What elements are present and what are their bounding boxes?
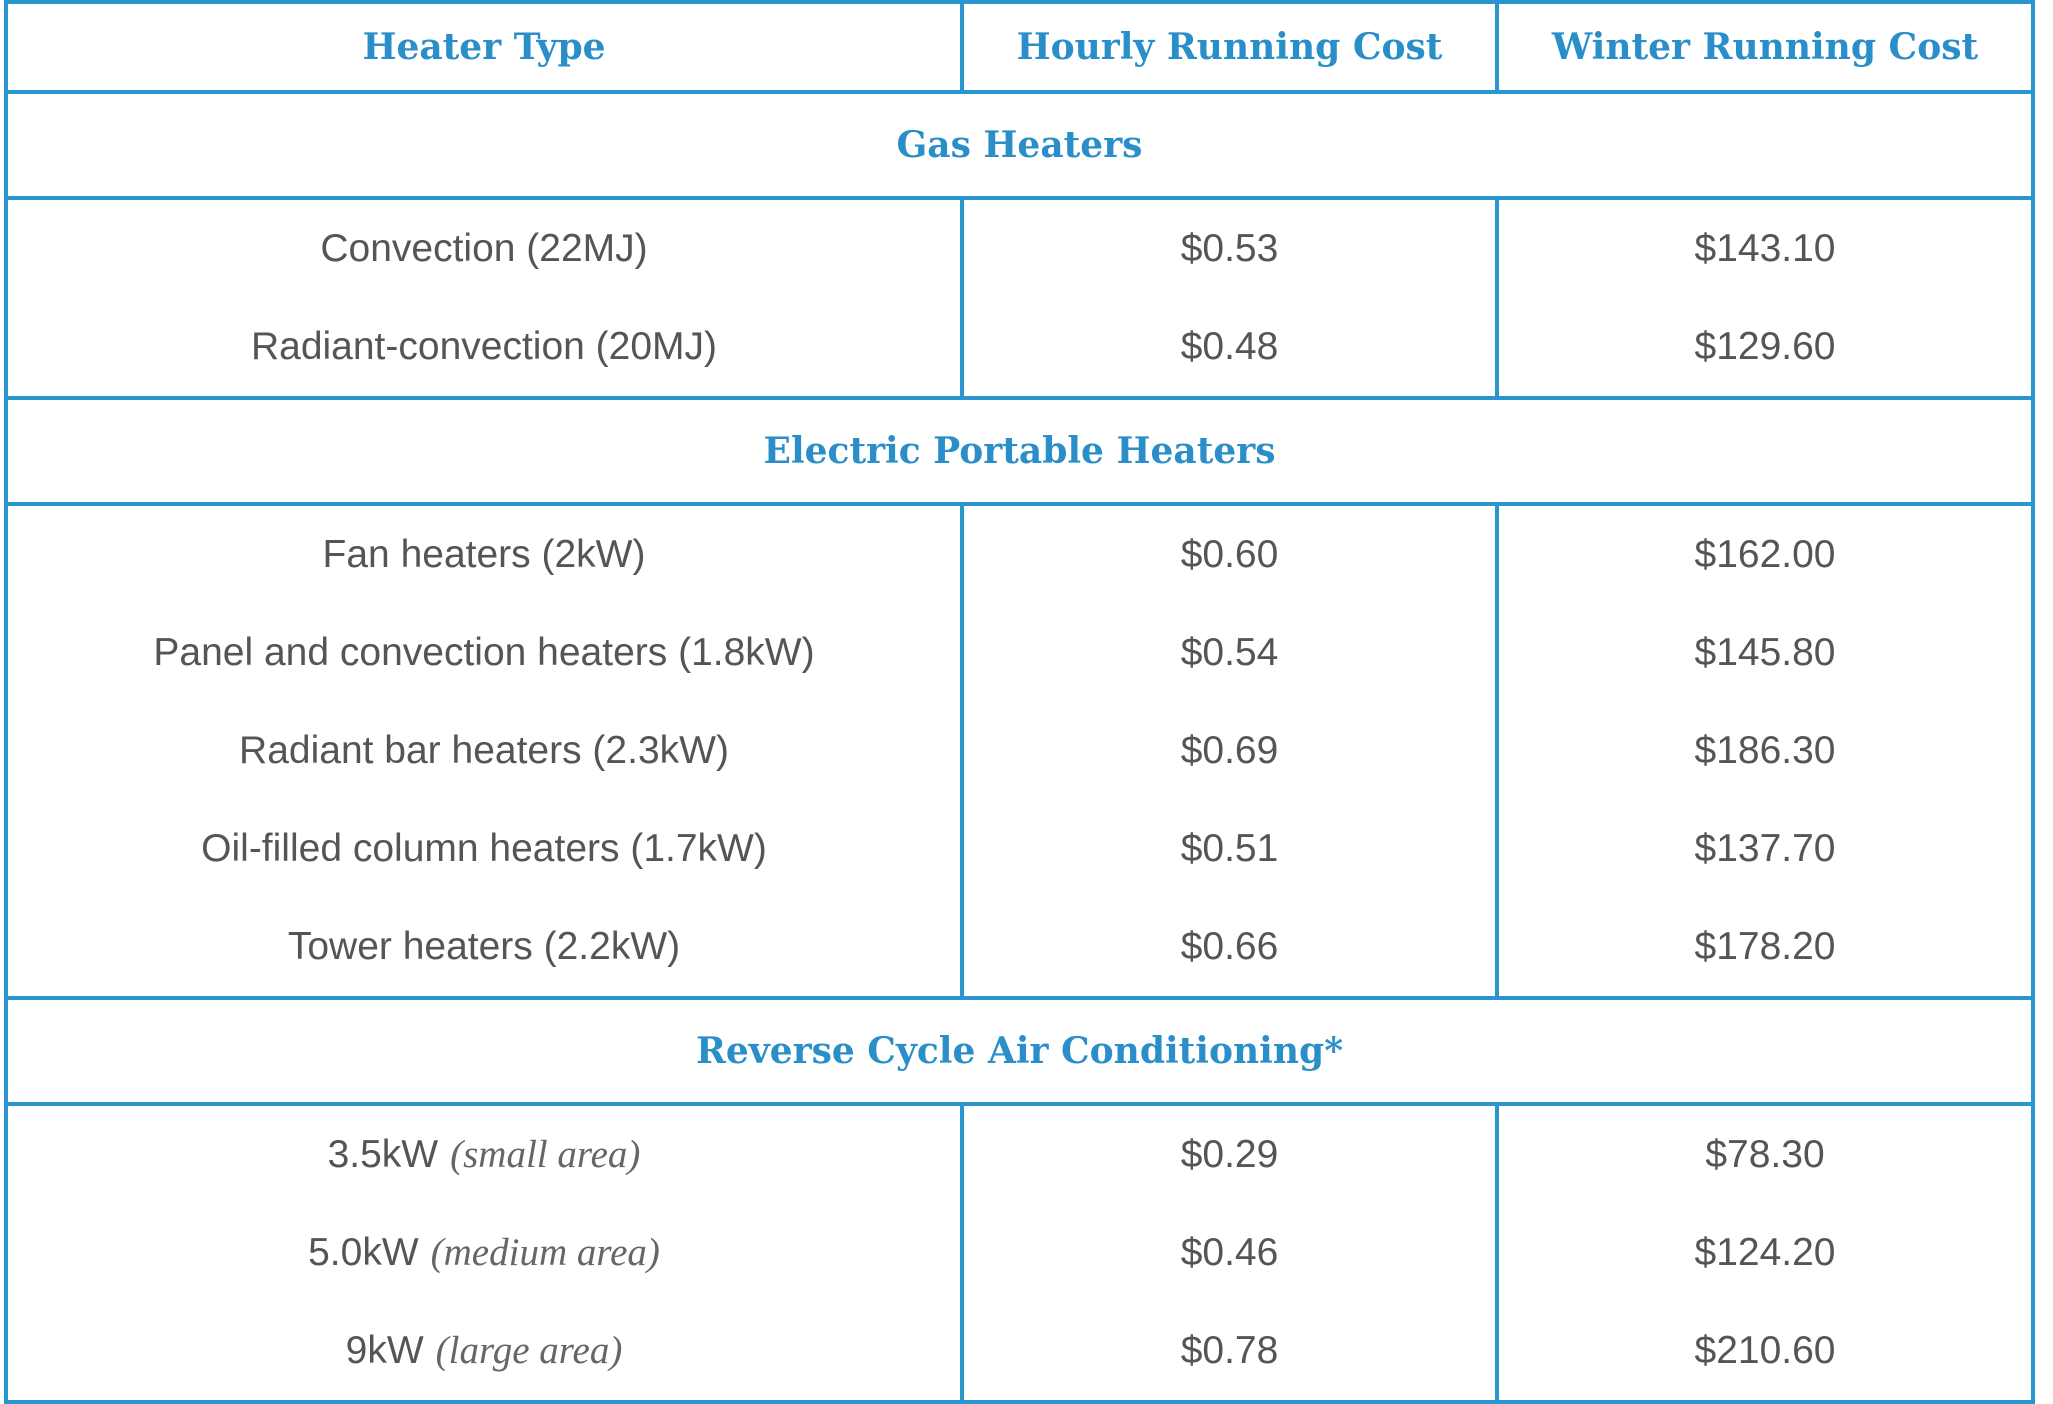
heater-type-line: 9kW (large area) (8, 1302, 960, 1400)
heater-type-cell: 3.5kW (small area) 5.0kW (medium area) 9kW… (4, 1102, 964, 1404)
section-body-reverse-cycle-air-conditioning: 3.5kW (small area) 5.0kW (medium area) 9kW… (4, 1102, 2035, 1404)
header-hourly-running-cost: Hourly Running Cost (960, 0, 1499, 94)
section-body-gas-heaters: Convection (22MJ) Radiant-convection (20… (4, 196, 2035, 400)
heater-type: Tower heaters (2.2kW) (287, 925, 681, 968)
heater-type: Panel and convection heaters (1.8kW) (153, 631, 815, 674)
heater-type: Oil-filled column heaters (1.7kW) (201, 827, 767, 870)
heater-type: 9kW (345, 1329, 424, 1372)
winter-cost: $137.70 (1694, 827, 1836, 870)
header-heater-type: Heater Type (4, 0, 964, 94)
area-note: (medium area) (430, 1231, 660, 1274)
heater-type-line: 3.5kW (small area) (8, 1106, 960, 1204)
winter-cost: $145.80 (1694, 631, 1836, 674)
section-body-electric-portable-heaters: Fan heaters (2kW) Panel and convection h… (4, 502, 2035, 1000)
winter-cost-cell: $143.10 $129.60 (1495, 196, 2035, 400)
section-row-reverse-cycle-air-conditioning: Reverse Cycle Air Conditioning* (4, 996, 2035, 1106)
hourly-cost: $0.51 (1180, 827, 1279, 870)
winter-cost: $178.20 (1694, 925, 1836, 968)
hourly-cost: $0.48 (1180, 325, 1279, 368)
winter-cost: $162.00 (1694, 533, 1836, 576)
heater-type: 3.5kW (327, 1133, 439, 1176)
section-row-gas-heaters: Gas Heaters (4, 90, 2035, 200)
hourly-cost: $0.66 (1180, 925, 1279, 968)
winter-cost: $78.30 (1705, 1133, 1825, 1176)
area-note: (large area) (435, 1329, 623, 1372)
area-note: (small area) (450, 1133, 641, 1176)
winter-cost-cell: $162.00 $145.80 $186.30 $137.70 $178.20 (1495, 502, 2035, 1000)
hourly-cost: $0.60 (1180, 533, 1279, 576)
heater-type: 5.0kW (308, 1231, 419, 1274)
hourly-cost: $0.78 (1180, 1329, 1279, 1372)
table-header-row: Heater Type Hourly Running Cost Winter R… (4, 0, 2035, 94)
winter-cost: $210.60 (1694, 1329, 1836, 1372)
heater-type: Convection (22MJ) (320, 227, 648, 270)
section-title: Electric Portable Heaters (4, 396, 2035, 506)
winter-cost: $143.10 (1694, 227, 1836, 270)
hourly-cost: $0.53 (1180, 227, 1279, 270)
hourly-cost: $0.46 (1180, 1231, 1279, 1274)
heater-type: Radiant-convection (20MJ) (250, 325, 718, 368)
section-row-electric-portable-heaters: Electric Portable Heaters (4, 396, 2035, 506)
heater-type: Radiant bar heaters (2.3kW) (239, 729, 729, 772)
heater-type-line: 5.0kW (medium area) (8, 1204, 960, 1302)
section-title: Reverse Cycle Air Conditioning* (4, 996, 2035, 1106)
heater-cost-table: Heater Type Hourly Running Cost Winter R… (4, 0, 2035, 1404)
hourly-cost: $0.69 (1180, 729, 1279, 772)
heater-type: Fan heaters (2kW) (322, 533, 646, 576)
hourly-cost: $0.29 (1180, 1133, 1279, 1176)
header-winter-running-cost: Winter Running Cost (1495, 0, 2035, 94)
heater-type-cell: Fan heaters (2kW) Panel and convection h… (4, 502, 964, 1000)
winter-cost: $186.30 (1694, 729, 1836, 772)
hourly-cost-cell: $0.29 $0.46 $0.78 (960, 1102, 1499, 1404)
section-title: Gas Heaters (4, 90, 2035, 200)
hourly-cost-cell: $0.53 $0.48 (960, 196, 1499, 400)
hourly-cost-cell: $0.60 $0.54 $0.69 $0.51 $0.66 (960, 502, 1499, 1000)
winter-cost: $124.20 (1694, 1231, 1836, 1274)
winter-cost-cell: $78.30 $124.20 $210.60 (1495, 1102, 2035, 1404)
hourly-cost: $0.54 (1180, 631, 1279, 674)
heater-type-cell: Convection (22MJ) Radiant-convection (20… (4, 196, 964, 400)
winter-cost: $129.60 (1694, 325, 1836, 368)
